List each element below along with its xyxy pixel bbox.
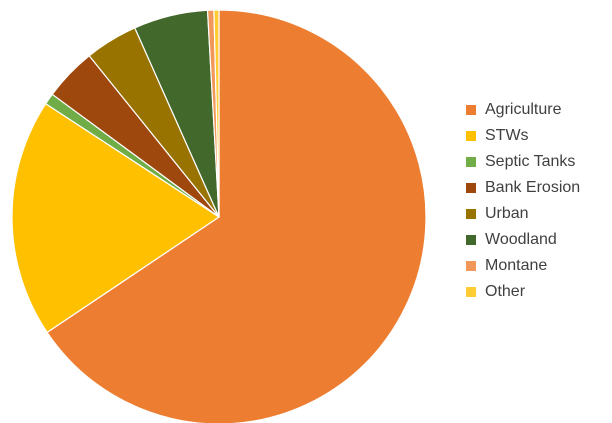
legend-label: Other: [485, 283, 526, 300]
legend-label: Woodland: [485, 231, 557, 248]
legend-label: Montane: [485, 257, 548, 274]
pie-slice-other: [213, 9, 220, 218]
legend-swatch: [466, 105, 476, 115]
legend-swatch: [466, 287, 476, 297]
legend-label: Urban: [485, 205, 529, 222]
pie-chart: [11, 9, 427, 423]
legend-label: Septic Tanks: [485, 153, 576, 170]
legend-swatch: [466, 131, 476, 141]
legend-swatch: [466, 261, 476, 271]
pie-slice-agriculture: [46, 9, 427, 423]
legend-swatch: [466, 157, 476, 167]
legend-swatch: [466, 235, 476, 245]
legend: Agriculture STWs Septic Tanks Bank Erosion U…: [466, 97, 580, 305]
legend-label: Agriculture: [485, 101, 562, 118]
pie-slice-stws: [11, 103, 220, 333]
legend-item-montane: Montane: [466, 253, 580, 279]
legend-item-urban: Urban: [466, 201, 580, 227]
legend-item-woodland: Woodland: [466, 227, 580, 253]
legend-label: Bank Erosion: [485, 179, 581, 196]
legend-item-septic-tanks: Septic Tanks: [466, 149, 580, 175]
legend-label: STWs: [485, 127, 529, 144]
legend-item-stws: STWs: [466, 123, 580, 149]
legend-swatch: [466, 183, 476, 193]
legend-swatch: [466, 209, 476, 219]
legend-item-bank-erosion: Bank Erosion: [466, 175, 580, 201]
legend-item-agriculture: Agriculture: [466, 97, 580, 123]
legend-item-other: Other: [466, 279, 580, 305]
